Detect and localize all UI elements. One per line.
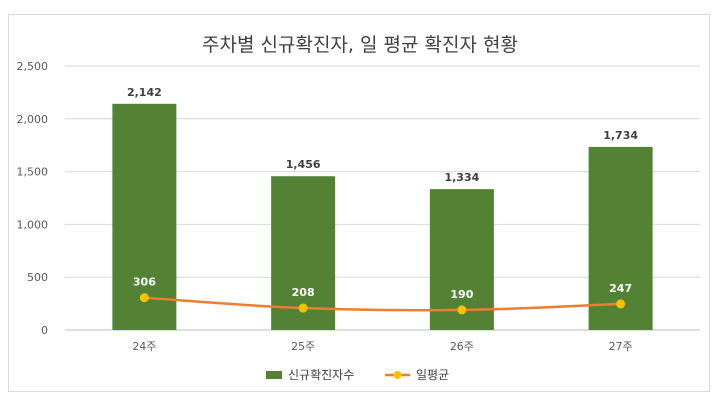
y-tick-label: 2,500: [17, 60, 49, 73]
bar-data-label: 1,734: [603, 129, 638, 142]
line-data-label: 247: [609, 282, 632, 295]
y-tick-label: 1,000: [17, 218, 49, 231]
x-tick-label: 24주: [132, 340, 156, 353]
bar: [112, 103, 177, 330]
bar-data-label: 2,142: [127, 86, 162, 99]
y-tick-label: 2,000: [17, 113, 49, 126]
x-tick-label: 25주: [291, 340, 315, 353]
y-tick-label: 500: [27, 271, 48, 284]
x-tick-label: 27주: [609, 340, 633, 353]
line-series: [139, 293, 626, 315]
data-labels: 2,142 1,456 1,334 1,734 306 208 190 247: [127, 86, 638, 301]
bar-data-label: 1,456: [286, 158, 321, 171]
x-axis-ticks: 24주 25주 26주 27주: [132, 340, 632, 353]
y-tick-label: 0: [41, 324, 48, 337]
y-tick-label: 1,500: [17, 166, 49, 179]
line-point: [298, 303, 308, 313]
line-path: [144, 296, 621, 312]
line-point: [616, 299, 626, 309]
legend-label-bar: 신규확진자수: [288, 368, 354, 382]
legend-swatch-bar: [266, 371, 282, 379]
legend-marker-line: [393, 371, 402, 379]
bar-data-label: 1,334: [444, 171, 479, 184]
line-point: [457, 305, 467, 315]
line-data-label: 306: [133, 276, 156, 289]
x-tick-label: 26주: [450, 340, 474, 353]
chart-title: 주차별 신규확진자, 일 평균 확진자 현황: [202, 34, 518, 56]
line-data-label: 190: [450, 288, 473, 301]
bar-series: [112, 103, 653, 330]
legend: 신규확진자수 일평균: [266, 368, 449, 382]
line-point: [139, 293, 149, 303]
legend-label-line: 일평균: [416, 368, 449, 382]
y-axis-ticks: 0 500 1,000 1,500 2,000 2,500: [17, 60, 49, 337]
line-data-label: 208: [292, 286, 315, 299]
